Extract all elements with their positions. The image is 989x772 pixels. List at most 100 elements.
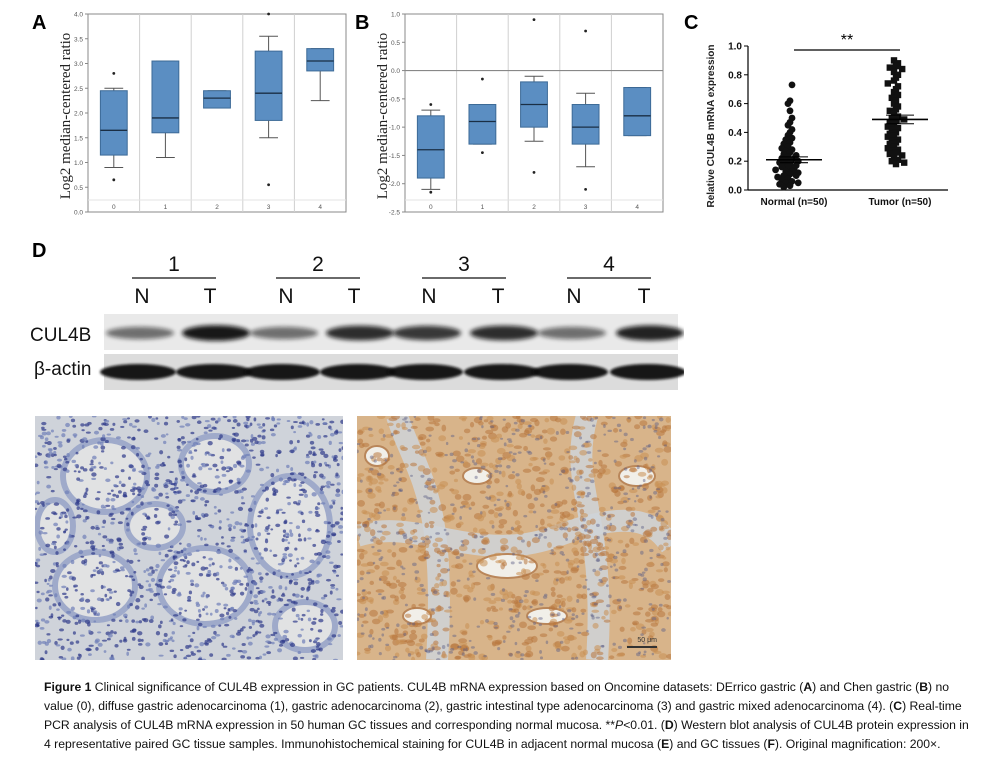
ihc-cell (440, 653, 448, 659)
ihc-nucleus (100, 584, 104, 590)
ihc-cell (424, 535, 430, 540)
ihc-cell (529, 456, 538, 462)
ihc-nucleus (86, 609, 91, 614)
ihc-cell (520, 554, 525, 561)
ihc-nucleus (117, 490, 122, 494)
ihc-cell (437, 573, 442, 578)
ihc-cell (411, 603, 416, 610)
chart-a-ylabel: Log2 median-centered ratio (58, 33, 74, 200)
ihc-nucleus (640, 550, 644, 555)
ihc-nucleus (45, 597, 50, 602)
ihc-nucleus (642, 642, 646, 645)
ihc-nucleus (97, 532, 102, 536)
ihc-nucleus (287, 541, 291, 545)
ihc-nucleus (292, 656, 298, 660)
ihc-nucleus (520, 657, 524, 660)
ihc-nucleus (165, 433, 169, 436)
ihc-cell (436, 484, 446, 490)
ihc-nucleus (232, 418, 238, 423)
ihc-nucleus (270, 472, 275, 478)
ihc-nucleus (211, 524, 214, 529)
ihc-nucleus (460, 543, 465, 547)
ihc-nucleus (543, 536, 548, 539)
ihc-nucleus (549, 552, 554, 555)
ihc-cell (583, 442, 592, 448)
ihc-nucleus (381, 627, 386, 631)
ihc-cell (444, 557, 449, 563)
ihc-nucleus (170, 618, 174, 622)
ihc-cell (391, 634, 397, 640)
ihc-nucleus (74, 589, 78, 592)
ihc-nucleus (205, 612, 209, 616)
ihc-nucleus (493, 503, 497, 507)
ihc-nucleus (612, 576, 616, 579)
ihc-nucleus (181, 475, 186, 479)
ihc-cell (592, 416, 598, 421)
ihc-cell (495, 457, 502, 465)
ihc-nucleus (261, 599, 265, 603)
ihc-nucleus (613, 563, 616, 567)
ihc-nucleus (198, 572, 204, 577)
ihc-nucleus (293, 482, 297, 488)
ihc-cell (643, 463, 648, 469)
ihc-nucleus (287, 502, 291, 506)
ihc-cell (396, 467, 404, 473)
ihc-nucleus (88, 629, 92, 633)
ihc-cell (620, 552, 629, 557)
ihc-nucleus (439, 578, 444, 582)
ihc-cell (594, 570, 601, 577)
ihc-nucleus (642, 487, 647, 491)
ihc-nucleus (190, 652, 197, 656)
ihc-nucleus (138, 642, 143, 646)
ihc-nucleus (237, 461, 242, 466)
ihc-cell (416, 587, 423, 592)
ihc-nucleus (535, 579, 539, 583)
ihc-cell (357, 473, 365, 477)
ihc-nucleus (277, 648, 283, 653)
ihc-nucleus (576, 495, 581, 499)
ihc-nucleus (113, 484, 118, 487)
ihc-nucleus (265, 634, 271, 639)
ihc-nucleus (220, 542, 225, 545)
ihc-cell (469, 421, 475, 428)
ihc-nucleus (107, 633, 113, 638)
ihc-nucleus (43, 460, 49, 465)
ihc-cell (538, 526, 548, 533)
ihc-nucleus (298, 493, 304, 496)
ihc-nucleus (216, 550, 222, 555)
ihc-nucleus (202, 489, 207, 493)
ihc-cell (612, 427, 619, 433)
ihc-gland (60, 437, 150, 515)
ihc-cell (494, 478, 500, 484)
ihc-nucleus (145, 568, 150, 572)
ihc-nucleus (321, 418, 325, 421)
ihc-nucleus (250, 495, 255, 498)
ihc-nucleus (290, 467, 294, 472)
ihc-cell (618, 565, 627, 570)
ihc-cell (369, 609, 378, 617)
ihc-cell (488, 600, 497, 605)
ihc-nucleus (372, 536, 377, 539)
chart-c-point-tumor (892, 149, 900, 156)
ihc-cell (647, 494, 653, 501)
ihc-nucleus (294, 564, 298, 568)
chart-c-point-tumor (888, 158, 895, 165)
ihc-nucleus (520, 653, 525, 657)
ihc-nucleus (316, 561, 321, 565)
ihc-nucleus (323, 422, 328, 425)
ihc-nucleus (256, 423, 261, 426)
ihc-nucleus (259, 611, 263, 614)
ihc-nucleus (35, 455, 38, 459)
ihc-cell (542, 563, 547, 569)
ihc-cell (424, 522, 430, 529)
ihc-cell (522, 468, 532, 473)
ihc-nucleus (441, 644, 446, 649)
ihc-cell (379, 561, 389, 567)
ihc-cell (454, 493, 462, 500)
ihc-cell (551, 551, 557, 556)
ihc-nucleus (190, 455, 194, 460)
caption-ref-d: D (664, 718, 674, 732)
ihc-nucleus (219, 617, 225, 621)
ihc-nucleus (103, 650, 107, 653)
ihc-nucleus (528, 424, 532, 428)
